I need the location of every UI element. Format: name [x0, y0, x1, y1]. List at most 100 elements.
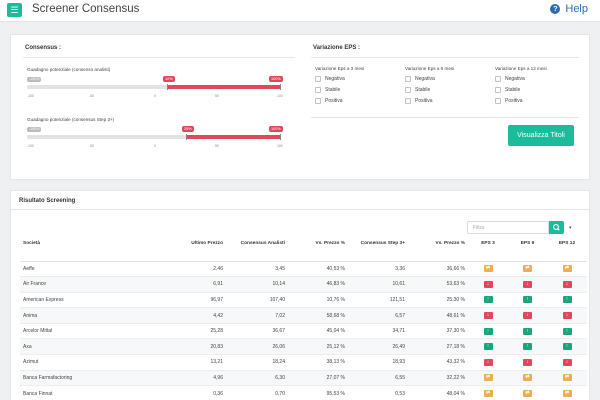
help-link[interactable]: ? Help	[550, 3, 588, 15]
arrows-horizontal-icon: ⇄	[562, 265, 572, 273]
vs-price-pct-step3: 48,04 %	[408, 385, 468, 400]
checkbox[interactable]	[405, 87, 411, 93]
eps-cell: ↓	[468, 307, 508, 324]
checkbox-eps3-negativa[interactable]: Negativa	[315, 76, 345, 82]
table-row[interactable]: Banca Farmafactoring 4,96 6,30 27,07 % 6,55 3…	[20, 370, 587, 387]
vs-price-pct-step3: 53,63 %	[408, 276, 468, 293]
arrow-down-icon: ↓	[562, 312, 572, 320]
arrows-horizontal-icon: ⇄	[562, 374, 572, 382]
table-row[interactable]: Arcelor Mittal 25,28 36,67 45,04 % 34,71 37,3…	[20, 323, 587, 340]
col-header[interactable]: Ultimo Prezzo	[168, 239, 226, 262]
slider-range	[186, 135, 281, 139]
checkbox-eps12-negativa[interactable]: Negativa	[495, 76, 525, 82]
company-name: Banca Farmafactoring	[20, 370, 168, 387]
eps-cell: ⇄	[508, 385, 547, 400]
consensus-step3: 34,71	[348, 323, 408, 340]
slider-high-value: 100%	[269, 126, 283, 132]
table-row[interactable]: Air France 6,91 10,14 46,83 % 10,61 53,63 % ↓ ↓…	[20, 276, 587, 293]
consensus-step3: 121,51	[348, 292, 408, 309]
hamburger-icon[interactable]: ☰	[7, 3, 22, 17]
arrow-down-icon: ↓	[483, 358, 493, 366]
vs-price-pct: 95,53 %	[288, 385, 348, 400]
checkbox[interactable]	[315, 98, 321, 104]
last-price: 4,42	[168, 307, 226, 324]
filter-input[interactable]: Filtra	[467, 221, 549, 234]
vs-price-pct-step3: 25,30 %	[408, 292, 468, 309]
eps-cell: ⇄	[508, 261, 547, 278]
checkbox-eps6-negativa[interactable]: Negativa	[405, 76, 435, 82]
consensus-analysts: 26,06	[226, 338, 288, 356]
col-header[interactable]: Consensus Step 3+	[348, 239, 408, 262]
consensus-step3: 0,53	[348, 385, 408, 400]
checkbox-eps3-stabile[interactable]: Stabile	[315, 87, 340, 93]
checkbox-eps3-positiva[interactable]: Positiva	[315, 98, 343, 104]
arrows-horizontal-icon: ⇄	[483, 374, 493, 382]
gain-slider-analysts[interactable]	[27, 84, 281, 90]
gain-slider-step3[interactable]	[27, 134, 281, 140]
eps-cell: ⇄	[547, 370, 587, 387]
eps-cell: ↑	[508, 292, 547, 309]
vs-price-pct: 38,13 %	[288, 354, 348, 371]
table-row[interactable]: Banca Finnat 0,36 0,70 95,53 % 0,53 48,04 % ⇄ ⇄…	[20, 385, 587, 400]
col-header[interactable]: Vs. Prezzo %	[408, 239, 468, 262]
consensus-analysts: 6,30	[226, 370, 288, 387]
vs-price-pct: 27,07 %	[288, 370, 348, 387]
checkbox-label: Stabile	[415, 87, 431, 93]
checkbox-eps12-stabile[interactable]: Stabile	[495, 87, 520, 93]
arrow-down-icon: ↓	[562, 280, 572, 288]
divider	[23, 57, 295, 58]
slider-low-value: 10%	[163, 76, 175, 82]
arrows-horizontal-icon: ⇄	[523, 374, 532, 382]
vs-price-pct-step3: 37,30 %	[408, 323, 468, 340]
table-row[interactable]: Aeffe 2,46 3,45 40,53 % 3,36 36,66 % ⇄ ⇄ ⇄	[20, 261, 587, 278]
checkbox[interactable]	[315, 76, 321, 82]
slider-label: Guadagno potenziale (consenso analisti)	[27, 67, 111, 72]
col-header[interactable]: Consensus Analisti	[226, 239, 288, 262]
eps-cell: ↓	[547, 307, 587, 324]
chevron-down-icon[interactable]: ▾	[569, 225, 572, 231]
tick-label: -100	[27, 94, 34, 98]
col-header[interactable]: EPS 3	[468, 239, 508, 262]
show-stocks-button[interactable]: Visualizza Titoli	[508, 125, 574, 146]
col-header[interactable]: Società	[20, 239, 168, 262]
slider-handle-high[interactable]	[280, 84, 281, 90]
checkbox[interactable]	[315, 87, 321, 93]
table-row[interactable]: Axa 20,83 26,06 25,12 % 26,49 27,18 % ↑ ↑ ↑	[20, 338, 587, 356]
checkbox-eps12-positiva[interactable]: Positiva	[495, 98, 523, 104]
eps-group-title: Variazione Eps a 6 mesi	[405, 66, 455, 71]
checkbox-eps6-positiva[interactable]: Positiva	[405, 98, 433, 104]
company-name: Air France	[20, 276, 168, 293]
checkbox[interactable]	[405, 76, 411, 82]
vs-price-pct-step3: 36,66 %	[408, 261, 468, 278]
checkbox-eps6-stabile[interactable]: Stabile	[405, 87, 430, 93]
consensus-analysts: 36,67	[226, 323, 288, 340]
eps-cell: ↓	[508, 276, 547, 293]
table-row[interactable]: Anima 4,42 7,02 58,68 % 6,57 48,61 % ↓ ↓ ↓	[20, 307, 587, 324]
eps-cell: ↓	[547, 276, 587, 293]
consensus-step3: 10,61	[348, 276, 408, 293]
checkbox[interactable]	[495, 87, 501, 93]
col-header[interactable]: Vs. Prezzo %	[288, 239, 348, 262]
arrow-up-icon: ↑	[483, 327, 493, 335]
arrow-down-icon: ↓	[562, 358, 572, 366]
table-row[interactable]: Azimut 13,21 18,24 38,13 % 18,93 43,32 % ↓ ↓ ↓	[20, 354, 587, 371]
checkbox[interactable]	[405, 98, 411, 104]
checkbox[interactable]	[495, 76, 501, 82]
tick-label: -100	[27, 144, 34, 148]
table-row[interactable]: American Express 96,97 107,40 10,76 % 121,51…	[20, 292, 587, 309]
arrow-up-icon: ↑	[523, 343, 532, 351]
col-header[interactable]: EPS 6	[508, 239, 547, 262]
table-header-row: Società Ultimo Prezzo Consensus Analisti…	[20, 239, 587, 262]
checkbox[interactable]	[495, 98, 501, 104]
filter-search-button[interactable]	[549, 221, 564, 234]
vs-price-pct-step3: 32,22 %	[408, 370, 468, 387]
slider-handle-low[interactable]	[167, 84, 168, 90]
company-name: Axa	[20, 338, 168, 356]
col-header[interactable]: EPS 12	[547, 239, 587, 262]
slider-handle-high[interactable]	[280, 134, 281, 140]
consensus-analysts: 18,24	[226, 354, 288, 371]
filters-panel: Consensus : Guadagno potenziale (consens…	[10, 34, 590, 180]
arrow-up-icon: ↑	[562, 343, 572, 351]
slider-handle-low[interactable]	[186, 134, 187, 140]
arrow-down-icon: ↓	[483, 280, 493, 288]
